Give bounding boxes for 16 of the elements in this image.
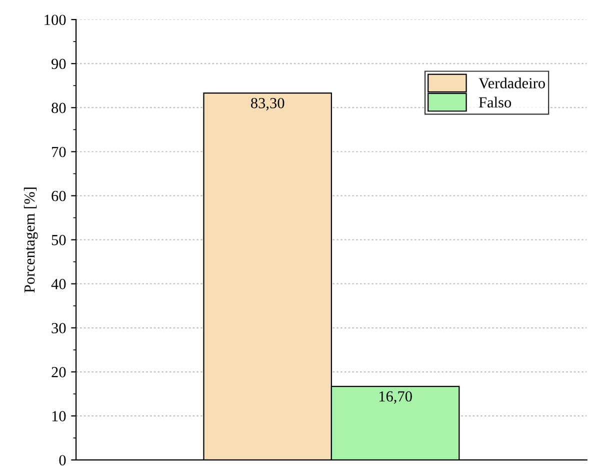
y-tick-label: 80 <box>52 102 66 114</box>
y-tick-label: 50 <box>52 234 66 246</box>
y-tick-label: 30 <box>52 322 66 334</box>
y-tick-label: 0 <box>59 455 66 466</box>
legend-label: Falso <box>478 96 512 108</box>
y-tick-label: 60 <box>52 190 66 202</box>
y-tick-label: 90 <box>52 58 66 70</box>
y-tick-label: 100 <box>44 14 66 26</box>
y-tick-label: 20 <box>52 367 66 378</box>
data-label: 83,30 <box>250 98 284 110</box>
legend-label: Verdadeiro <box>478 78 545 88</box>
y-tick-label: 70 <box>52 146 66 158</box>
y-tick-label: 40 <box>51 278 66 290</box>
y-tick-label: 10 <box>52 411 66 422</box>
y-axis-title: Porcentagem [%] <box>24 188 38 293</box>
data-label: 16,70 <box>379 391 412 404</box>
